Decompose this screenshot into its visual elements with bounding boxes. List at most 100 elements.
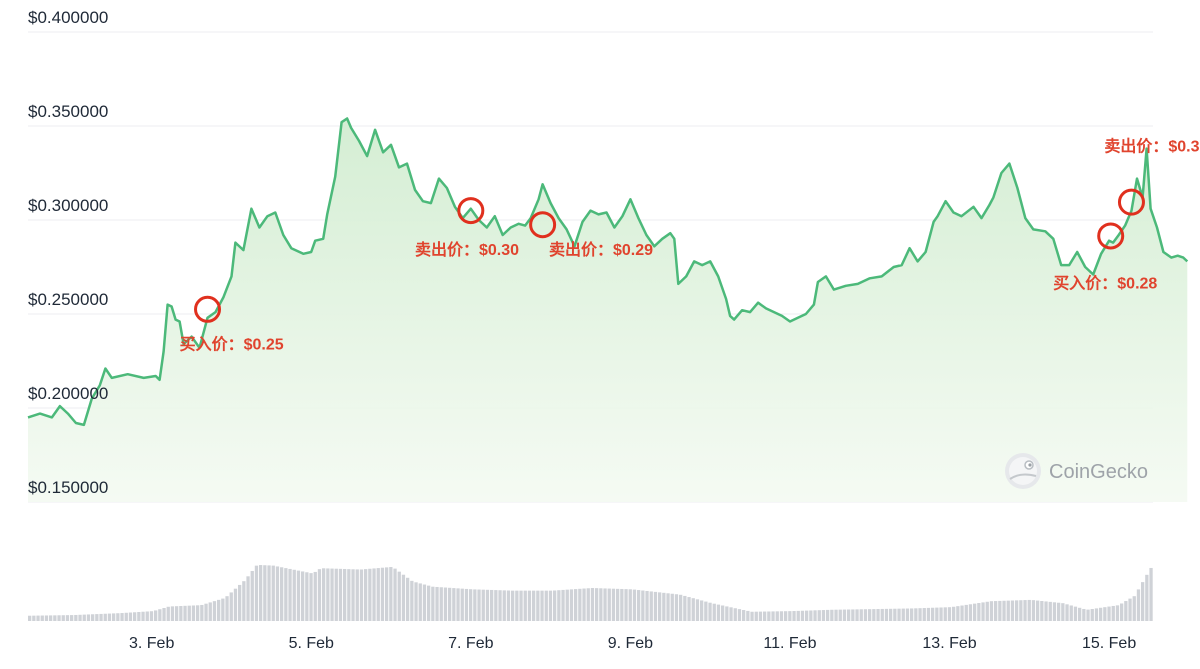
volume-bar: [775, 611, 779, 621]
volume-bar: [964, 604, 968, 621]
volume-bar: [154, 610, 158, 621]
volume-bar: [99, 613, 103, 621]
volume-bar: [557, 590, 561, 621]
volume-bar: [1019, 600, 1023, 621]
volume-bar: [158, 609, 162, 621]
volume-bar: [393, 568, 397, 621]
volume-bar: [36, 615, 40, 621]
volume-bar: [1115, 605, 1120, 621]
annotation-label: 卖出价：$0.30: [415, 240, 519, 259]
volume-bar: [246, 576, 250, 621]
volume-bar: [212, 601, 217, 621]
volume-bar: [124, 612, 128, 621]
volume-bar: [611, 588, 616, 621]
volume-bar: [826, 609, 830, 621]
volume-bar: [322, 568, 326, 621]
volume-bar: [880, 608, 884, 621]
volume-bar: [28, 615, 32, 621]
annotation-marker: [529, 211, 557, 239]
volume-bar: [1015, 600, 1019, 621]
volume-bar: [767, 611, 771, 621]
volume-bar: [74, 614, 78, 621]
x-tick-label: 3. Feb: [129, 635, 174, 652]
volume-bar: [952, 606, 956, 621]
volume-bar: [494, 590, 498, 621]
volume-bar: [44, 615, 49, 621]
volume-bar: [578, 588, 582, 621]
volume-bar: [813, 610, 817, 621]
volume-bar: [133, 612, 137, 621]
volume-bar: [1120, 603, 1124, 621]
volume-bar: [725, 606, 729, 621]
volume-bar: [1023, 600, 1027, 621]
volume-bar: [217, 599, 221, 621]
volume-bar: [473, 589, 477, 621]
volume-bar: [872, 609, 876, 621]
price-line: [27, 117, 1189, 427]
volume-bar: [968, 604, 973, 621]
volume-bar: [191, 605, 196, 621]
volume-bar: [275, 566, 280, 621]
y-tick-label: $0.300000: [28, 196, 108, 215]
volume-bar: [574, 589, 578, 621]
volume-bar: [947, 607, 952, 621]
volume-bar: [624, 589, 628, 621]
volume-bar: [658, 592, 662, 621]
volume-bar: [670, 593, 674, 621]
annotations: 买入价：$0.25 卖出价：$0.30 卖出价：$0.29 买入价：$0.28 卖出价：…: [180, 136, 1200, 353]
x-tick-label: 11. Feb: [763, 635, 816, 652]
volume-bar: [196, 605, 200, 621]
volume-bar: [380, 567, 385, 621]
volume-bar: [1149, 567, 1153, 621]
volume-bar: [313, 571, 317, 621]
volume-bar: [666, 593, 670, 621]
volume-bar: [939, 607, 943, 621]
volume-bar: [406, 577, 410, 621]
volume-bar: [889, 608, 893, 621]
volume-bar: [351, 569, 355, 621]
volume-bar: [956, 606, 960, 621]
volume-bar: [288, 568, 292, 621]
volume-bar: [1086, 609, 1090, 621]
volume-bar: [427, 585, 431, 621]
volume-bar: [1094, 608, 1099, 621]
volume-bar: [208, 602, 212, 621]
volume-bar: [754, 611, 758, 621]
volume-bar: [960, 605, 964, 621]
volume-bar: [284, 568, 288, 621]
volume-bar: [721, 605, 725, 621]
volume-bar: [502, 590, 506, 621]
annotation-label: 买入价：$0.28: [1053, 275, 1157, 293]
volume-bar: [599, 588, 603, 621]
volume-bar: [40, 615, 44, 621]
volume-bar: [490, 589, 494, 621]
volume-bar: [107, 613, 112, 621]
volume-bar: [439, 587, 443, 621]
volume-bar: [1036, 600, 1040, 621]
volume-bar: [700, 600, 704, 621]
volume-bar: [254, 565, 259, 621]
coingecko-label: CoinGecko: [1049, 461, 1148, 483]
volume-bar: [620, 588, 624, 621]
volume-bar: [1040, 601, 1044, 621]
volume-bar: [1111, 605, 1115, 621]
volume-bar: [1061, 603, 1065, 621]
volume-bar: [456, 588, 460, 621]
volume-bar: [145, 611, 149, 621]
volume-bar: [998, 600, 1002, 621]
volume-bar: [1048, 601, 1052, 621]
y-tick-label: $0.150000: [28, 478, 108, 497]
volume-bar: [259, 565, 263, 621]
annotation-marker: [1097, 222, 1125, 250]
volume-bar: [385, 567, 389, 621]
y-tick-label: $0.250000: [28, 290, 108, 309]
volume-bar: [712, 603, 716, 621]
volume-bar: [910, 608, 914, 621]
volume-bar: [53, 615, 57, 621]
volume-bar: [532, 590, 536, 621]
volume-bar: [49, 615, 53, 621]
volume-bar: [779, 611, 784, 621]
volume-bar: [519, 590, 523, 621]
volume-bar: [1002, 600, 1006, 621]
annotation-label: 买入价：$0.25: [180, 336, 284, 354]
